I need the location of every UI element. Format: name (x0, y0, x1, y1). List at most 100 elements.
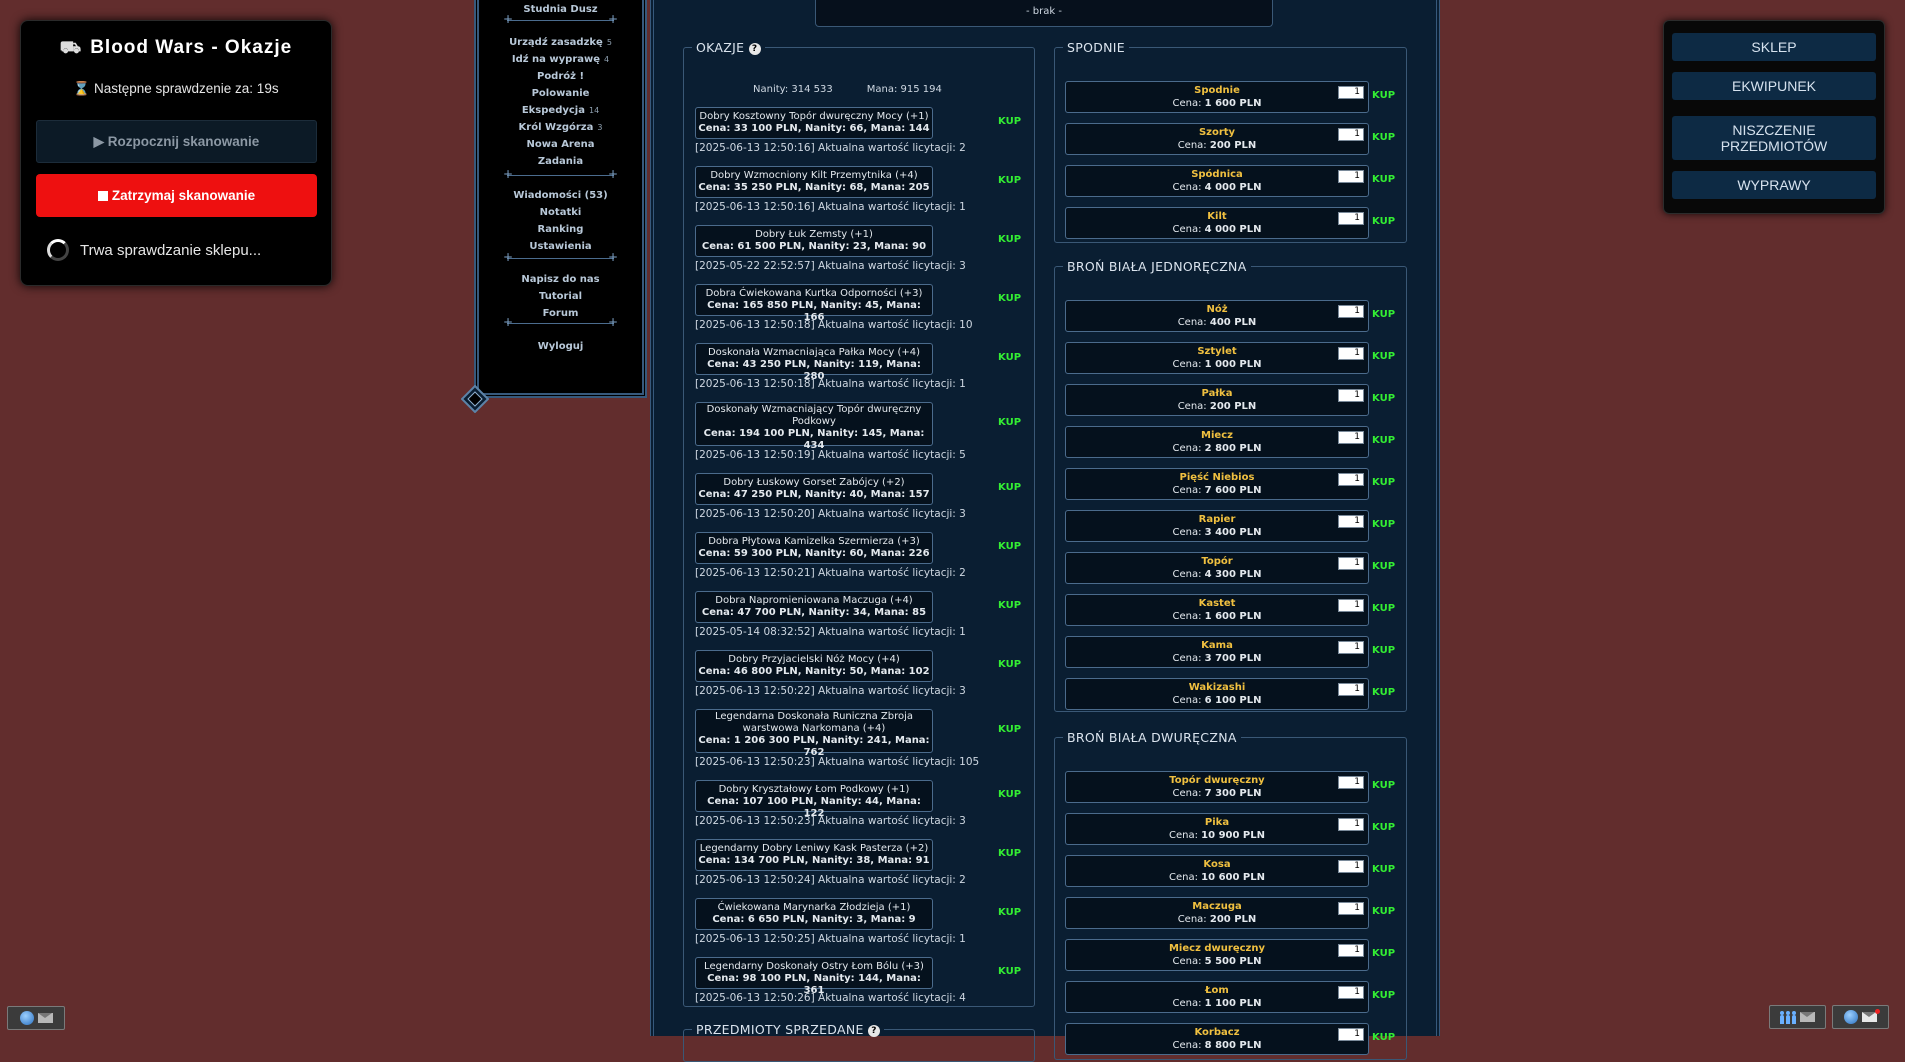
mail-notification-icon[interactable] (1862, 1009, 1880, 1022)
offer-item[interactable]: Legendarna Doskonała Runiczna Zbroja war… (695, 709, 933, 758)
menu-item[interactable]: Ranking (479, 224, 642, 235)
buy-button[interactable]: KUP (1372, 216, 1396, 227)
shop-item[interactable]: Maczuga Cena: 200 PLN 1 (1065, 897, 1369, 929)
shop-item[interactable]: Kilt Cena: 4 000 PLN 1 (1065, 207, 1369, 239)
menu-item[interactable]: Napisz do nas (479, 274, 642, 285)
buy-button[interactable]: KUP (998, 907, 1022, 918)
buy-button[interactable]: KUP (1372, 603, 1396, 614)
help-icon[interactable]: ? (748, 43, 761, 55)
menu-item[interactable]: Nowa Arena (479, 139, 642, 150)
buy-button[interactable]: KUP (1372, 309, 1396, 320)
quantity-input[interactable]: 1 (1338, 860, 1364, 873)
buy-button[interactable]: KUP (998, 600, 1022, 611)
offer-item[interactable]: Doskonały Wzmacniający Topór dwuręczny P… (695, 402, 933, 451)
shop-item[interactable]: Sztylet Cena: 1 000 PLN 1 (1065, 342, 1369, 374)
menu-item[interactable]: Ustawienia (479, 241, 642, 252)
shop-item[interactable]: Rapier Cena: 3 400 PLN 1 (1065, 510, 1369, 542)
quantity-input[interactable]: 1 (1338, 1028, 1364, 1041)
buy-button[interactable]: KUP (998, 966, 1022, 977)
menu-item[interactable]: Notatki (479, 207, 642, 218)
menu-item[interactable]: Ekspedycja 14 (479, 105, 642, 116)
shop-item[interactable]: Wakizashi Cena: 6 100 PLN 1 (1065, 678, 1369, 710)
buy-button[interactable]: KUP (1372, 519, 1396, 530)
quantity-input[interactable]: 1 (1338, 347, 1364, 360)
quantity-input[interactable]: 1 (1338, 431, 1364, 444)
buy-button[interactable]: KUP (1372, 1032, 1396, 1043)
buy-button[interactable]: KUP (1372, 477, 1396, 488)
offer-item[interactable]: Dobry Kosztowny Topór dwuręczny Mocy (+1… (695, 107, 933, 139)
menu-item[interactable]: Urządź zasadzkę 5 (479, 37, 642, 48)
buy-button[interactable]: KUP (1372, 948, 1396, 959)
menu-item[interactable]: Podróż ! (479, 71, 642, 82)
offer-item[interactable]: Legendarny Dobry Leniwy Kask Pasterza (+… (695, 839, 933, 871)
shop-item[interactable]: Spódnica Cena: 4 000 PLN 1 (1065, 165, 1369, 197)
quantity-input[interactable]: 1 (1338, 212, 1364, 225)
quantity-input[interactable]: 1 (1338, 776, 1364, 789)
quantity-input[interactable]: 1 (1338, 557, 1364, 570)
shop-item[interactable]: Nóż Cena: 400 PLN 1 (1065, 300, 1369, 332)
globe-icon[interactable] (1844, 1010, 1858, 1024)
buy-button[interactable]: KUP (1372, 780, 1396, 791)
shop-item[interactable]: Miecz Cena: 2 800 PLN 1 (1065, 426, 1369, 458)
menu-item[interactable]: Wiadomości (53) (479, 190, 642, 201)
buy-button[interactable]: KUP (1372, 822, 1396, 833)
menu-item[interactable]: Idź na wyprawę 4 (479, 54, 642, 65)
equipment-button[interactable]: EKWIPUNEK (1672, 72, 1876, 100)
offer-item[interactable]: Dobry Wzmocniony Kilt Przemytnika (+4) Ce… (695, 166, 933, 198)
buy-button[interactable]: KUP (1372, 687, 1396, 698)
buy-button[interactable]: KUP (998, 789, 1022, 800)
buy-button[interactable]: KUP (1372, 90, 1396, 101)
offer-item[interactable]: Dobry Łuk Zemsty (+1) Cena: 61 500 PLN, N… (695, 225, 933, 257)
buy-button[interactable]: KUP (1372, 174, 1396, 185)
buy-button[interactable]: KUP (1372, 864, 1396, 875)
quantity-input[interactable]: 1 (1338, 389, 1364, 402)
shop-item[interactable]: Kastet Cena: 1 600 PLN 1 (1065, 594, 1369, 626)
shop-item[interactable]: Topór dwuręczny Cena: 7 300 PLN 1 (1065, 771, 1369, 803)
buy-button[interactable]: KUP (1372, 990, 1396, 1001)
buy-button[interactable]: KUP (998, 724, 1022, 735)
buy-button[interactable]: KUP (998, 293, 1022, 304)
shop-item[interactable]: Spodnie Cena: 1 600 PLN 1 (1065, 81, 1369, 113)
offer-item[interactable]: Dobry Kryształowy Łom Podkowy (+1) Cena: … (695, 780, 933, 819)
buy-button[interactable]: KUP (1372, 435, 1396, 446)
offer-item[interactable]: Dobry Przyjacielski Nóż Mocy (+4) Cena: 4… (695, 650, 933, 682)
shop-item[interactable]: Łom Cena: 1 100 PLN 1 (1065, 981, 1369, 1013)
quantity-input[interactable]: 1 (1338, 818, 1364, 831)
buy-button[interactable]: KUP (1372, 132, 1396, 143)
offer-item[interactable]: Dobra Ćwiekowana Kurtka Odporności (+3) C… (695, 284, 933, 323)
buy-button[interactable]: KUP (1372, 561, 1396, 572)
quantity-input[interactable]: 1 (1338, 599, 1364, 612)
buy-button[interactable]: KUP (1372, 393, 1396, 404)
mail-icon[interactable] (37, 1013, 53, 1023)
offer-item[interactable]: Dobry Łuskowy Gorset Zabójcy (+2) Cena: 4… (695, 473, 933, 505)
expeditions-button[interactable]: WYPRAWY (1672, 171, 1876, 199)
shop-item[interactable]: Szorty Cena: 200 PLN 1 (1065, 123, 1369, 155)
buy-button[interactable]: KUP (998, 541, 1022, 552)
offer-item[interactable]: Dobra Napromieniowana Maczuga (+4) Cena: … (695, 591, 933, 623)
quantity-input[interactable]: 1 (1338, 305, 1364, 318)
shop-item[interactable]: Kosa Cena: 10 600 PLN 1 (1065, 855, 1369, 887)
buy-button[interactable]: KUP (1372, 645, 1396, 656)
buy-button[interactable]: KUP (998, 482, 1022, 493)
shop-item[interactable]: Korbacz Cena: 8 800 PLN 1 (1065, 1023, 1369, 1055)
shop-item[interactable]: Miecz dwuręczny Cena: 5 500 PLN 1 (1065, 939, 1369, 971)
buy-button[interactable]: KUP (998, 417, 1022, 428)
quantity-input[interactable]: 1 (1338, 944, 1364, 957)
buy-button[interactable]: KUP (998, 848, 1022, 859)
quantity-input[interactable]: 1 (1338, 86, 1364, 99)
offer-item[interactable]: Legendarny Doskonały Ostry Łom Bólu (+3)… (695, 957, 933, 996)
buy-button[interactable]: KUP (998, 116, 1022, 127)
menu-item[interactable]: Tutorial (479, 291, 642, 302)
help-icon[interactable]: ? (867, 1025, 880, 1037)
quantity-input[interactable]: 1 (1338, 902, 1364, 915)
destroy-items-button[interactable]: NISZCZENIE PRZEDMIOTÓW (1672, 116, 1876, 160)
shop-button[interactable]: SKLEP (1672, 33, 1876, 61)
shop-item[interactable]: Kama Cena: 3 700 PLN 1 (1065, 636, 1369, 668)
shop-item[interactable]: Pięść Niebios Cena: 7 600 PLN 1 (1065, 468, 1369, 500)
quantity-input[interactable]: 1 (1338, 473, 1364, 486)
menu-item[interactable]: Zadania (479, 156, 642, 167)
quantity-input[interactable]: 1 (1338, 683, 1364, 696)
buy-button[interactable]: KUP (1372, 906, 1396, 917)
buy-button[interactable]: KUP (998, 352, 1022, 363)
clan-members-icon[interactable] (1780, 1010, 1796, 1024)
